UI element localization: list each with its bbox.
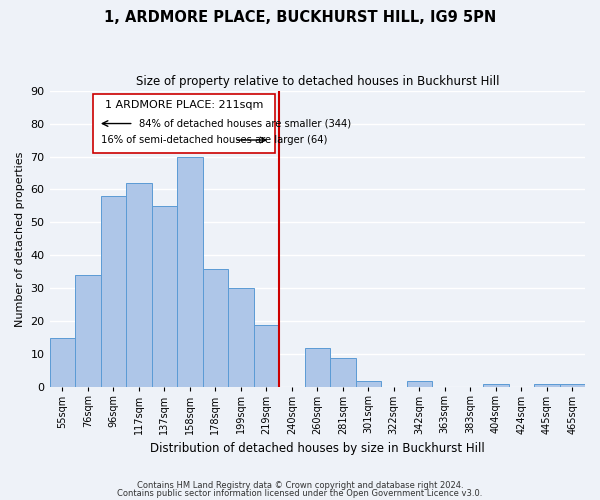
Bar: [50, 338, 75, 388]
Y-axis label: Number of detached properties: Number of detached properties: [15, 152, 25, 326]
Text: 1 ARDMORE PLACE: 211sqm: 1 ARDMORE PLACE: 211sqm: [105, 100, 263, 110]
Text: 84% of detached houses are smaller (344): 84% of detached houses are smaller (344): [139, 118, 351, 128]
Bar: [93, 94, 275, 153]
Bar: [75, 275, 101, 388]
Bar: [203, 268, 228, 388]
Text: Contains HM Land Registry data © Crown copyright and database right 2024.: Contains HM Land Registry data © Crown c…: [137, 481, 463, 490]
Bar: [254, 324, 279, 388]
Bar: [356, 381, 381, 388]
Bar: [560, 384, 585, 388]
Text: 16% of semi-detached houses are larger (64): 16% of semi-detached houses are larger (…: [101, 135, 327, 145]
Bar: [126, 183, 152, 388]
Title: Size of property relative to detached houses in Buckhurst Hill: Size of property relative to detached ho…: [136, 75, 499, 88]
Bar: [177, 156, 203, 388]
Bar: [228, 288, 254, 388]
Bar: [305, 348, 330, 388]
Bar: [407, 381, 432, 388]
Text: Contains public sector information licensed under the Open Government Licence v3: Contains public sector information licen…: [118, 488, 482, 498]
X-axis label: Distribution of detached houses by size in Buckhurst Hill: Distribution of detached houses by size …: [150, 442, 485, 455]
Bar: [534, 384, 560, 388]
Bar: [152, 206, 177, 388]
Bar: [483, 384, 509, 388]
Bar: [101, 196, 126, 388]
Bar: [330, 358, 356, 388]
Text: 1, ARDMORE PLACE, BUCKHURST HILL, IG9 5PN: 1, ARDMORE PLACE, BUCKHURST HILL, IG9 5P…: [104, 10, 496, 25]
